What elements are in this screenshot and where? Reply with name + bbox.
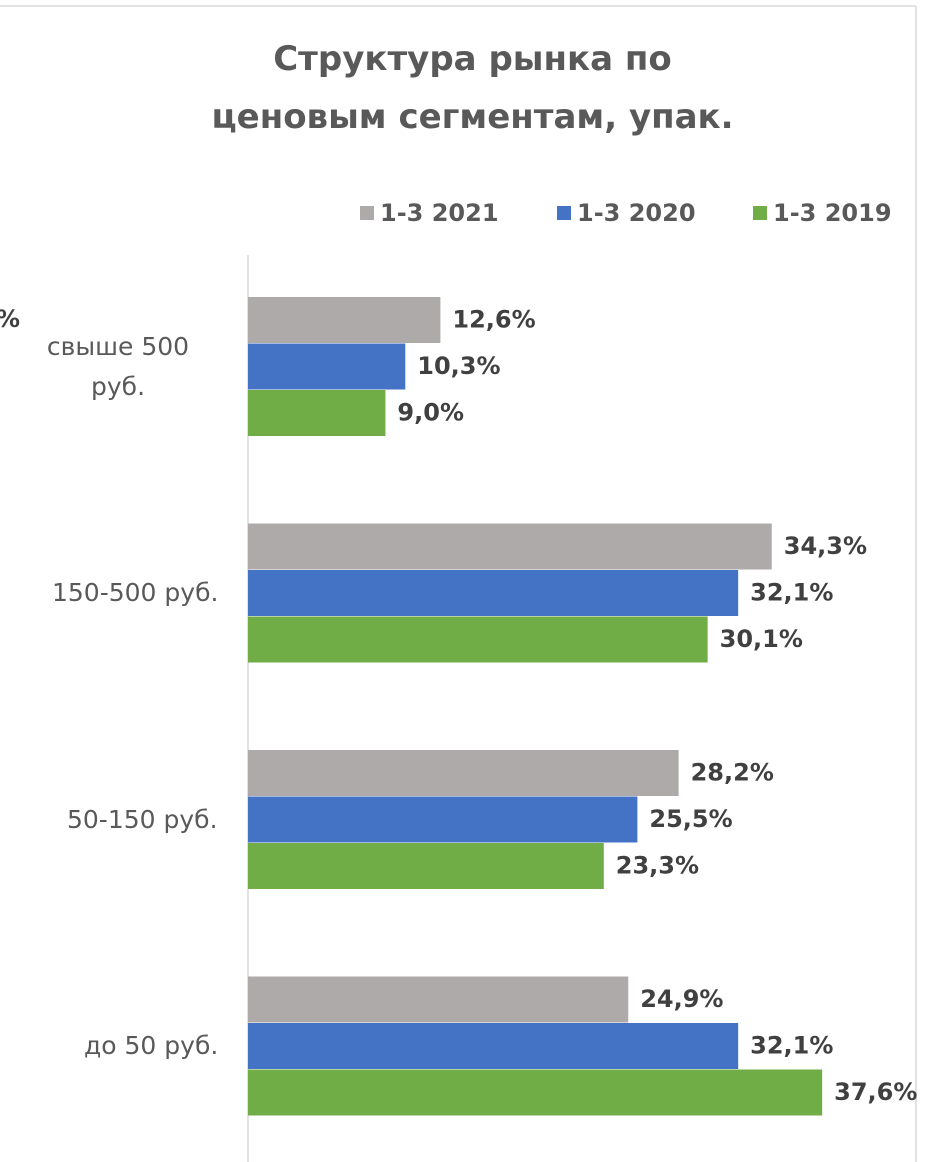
legend-label: 1-3 2021 bbox=[380, 199, 499, 227]
bar bbox=[248, 297, 441, 343]
value-label: 32,1% bbox=[750, 578, 833, 606]
bar bbox=[248, 1023, 739, 1069]
bar bbox=[248, 390, 386, 436]
value-label: 23,3% bbox=[616, 851, 699, 879]
bar bbox=[248, 843, 604, 889]
bar bbox=[248, 616, 708, 663]
value-label: 28,2% bbox=[691, 758, 774, 786]
bar bbox=[248, 523, 772, 570]
bar bbox=[248, 796, 638, 843]
value-label: 32,1% bbox=[750, 1031, 833, 1059]
value-label: 24,9% bbox=[640, 985, 723, 1013]
bar bbox=[248, 750, 679, 796]
value-label: 10,3% bbox=[417, 352, 500, 380]
bar bbox=[248, 343, 406, 390]
category-label: до 50 руб. bbox=[84, 1031, 219, 1061]
category-label: 50-150 руб. bbox=[67, 804, 218, 834]
value-label: 37,6% bbox=[834, 1078, 917, 1106]
value-label: 25,5% bbox=[649, 805, 732, 833]
legend-swatch bbox=[753, 206, 767, 220]
chart-title: Структура рынка по ценовым сегментам, уп… bbox=[211, 39, 734, 137]
bar bbox=[248, 1069, 823, 1116]
bar bbox=[248, 976, 629, 1023]
legend-label: 1-3 2020 bbox=[577, 199, 696, 227]
legend-label: 1-3 2019 bbox=[773, 199, 892, 227]
annotation: % bbox=[0, 305, 20, 333]
value-label: 12,6% bbox=[452, 305, 535, 333]
legend-swatch bbox=[557, 206, 571, 220]
category-label: свыше 500 руб. bbox=[46, 331, 190, 401]
value-label: 34,3% bbox=[784, 532, 867, 560]
category-label: 150-500 руб. bbox=[52, 578, 219, 608]
legend-swatch bbox=[360, 206, 374, 220]
bar bbox=[248, 570, 739, 616]
value-label: 9,0% bbox=[397, 398, 464, 426]
value-label: 30,1% bbox=[720, 625, 803, 653]
